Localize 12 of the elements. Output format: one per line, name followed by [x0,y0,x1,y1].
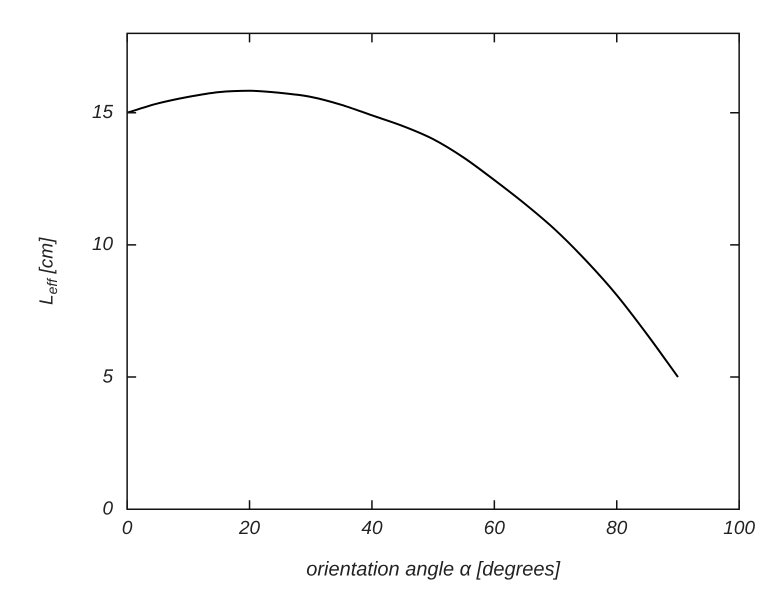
x-tick-label: 60 [484,518,506,539]
y-axis-title: Leff [cm] [36,236,60,305]
x-tick-label: 20 [238,518,261,539]
y-tick-label: 0 [102,498,114,520]
x-tick-label: 100 [723,518,756,539]
y-tick-label: 10 [92,234,114,256]
y-tick-label: 15 [92,102,114,123]
x-tick-label: 0 [122,518,133,539]
y-tick-label: 5 [102,366,114,388]
x-tick-label: 40 [361,518,383,539]
x-axis-title: orientation angle α [degrees] [306,558,560,581]
x-tick-label: 80 [606,518,628,539]
